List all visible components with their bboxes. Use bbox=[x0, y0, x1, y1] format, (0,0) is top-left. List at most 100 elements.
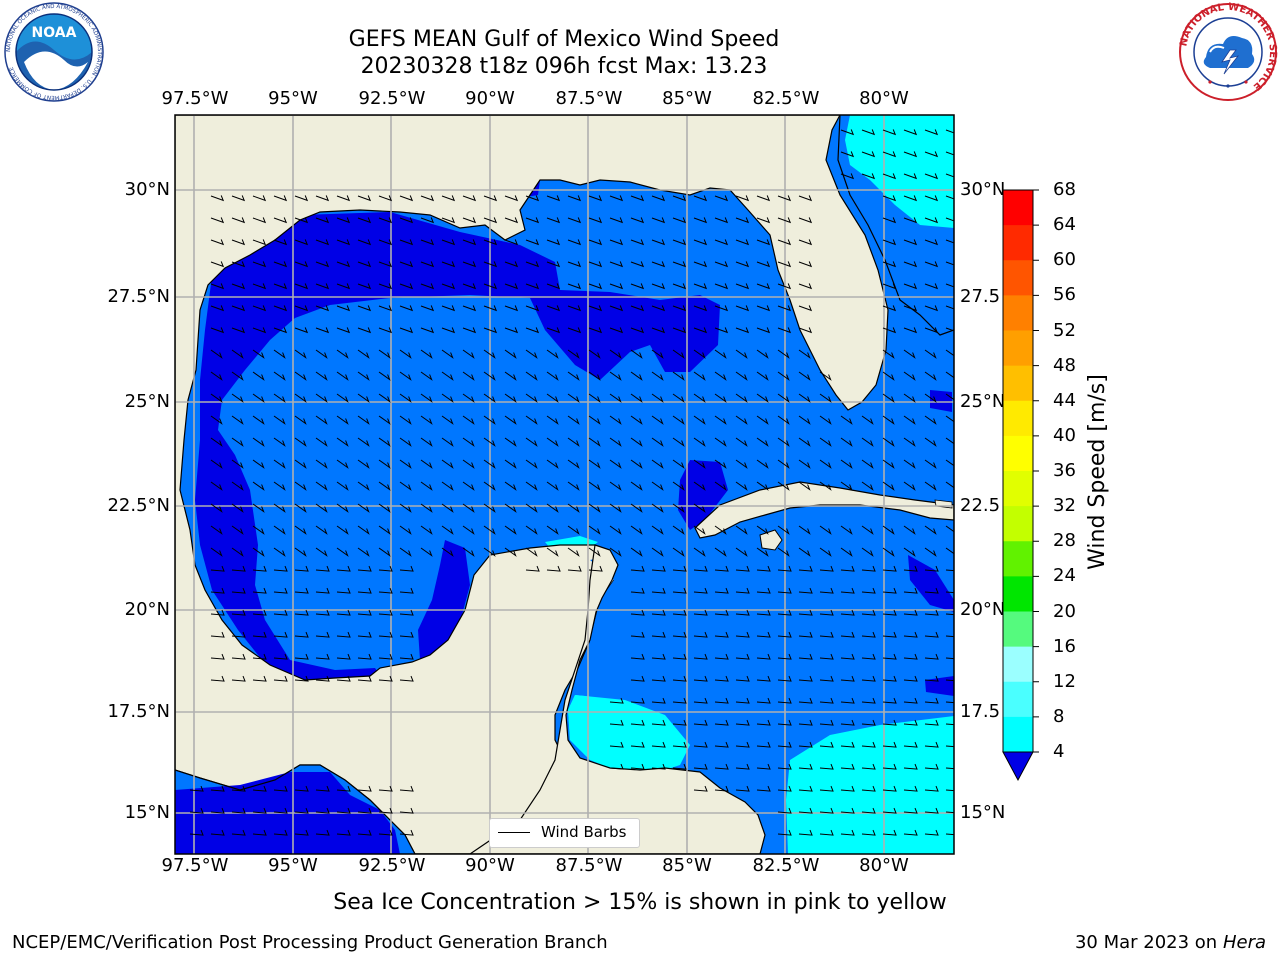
wind-barb bbox=[525, 525, 538, 535]
wind-barb bbox=[315, 459, 328, 469]
wind-barb bbox=[756, 415, 769, 425]
wind-barb bbox=[735, 239, 750, 246]
wind-barb bbox=[441, 393, 454, 403]
wind-barb bbox=[252, 609, 267, 616]
wind-barb bbox=[378, 785, 393, 792]
wind-barb bbox=[420, 503, 433, 513]
wind-barb bbox=[546, 217, 561, 224]
wind-barb bbox=[357, 349, 370, 359]
wind-barb bbox=[840, 763, 855, 770]
wind-barb bbox=[504, 261, 519, 268]
wind-barb bbox=[861, 741, 876, 748]
wind-barb bbox=[336, 305, 351, 312]
lat-tick-right: 17.5 bbox=[960, 701, 1001, 722]
wind-barb bbox=[273, 829, 288, 836]
map-frame bbox=[174, 114, 955, 855]
wind-barb bbox=[672, 547, 685, 557]
wind-barb bbox=[882, 547, 895, 557]
wind-barb bbox=[252, 349, 265, 359]
wind-barb bbox=[924, 697, 939, 704]
wind-barb bbox=[714, 261, 729, 268]
sea-ice-note: Sea Ice Concentration > 15% is shown in … bbox=[333, 890, 947, 915]
wind-barb bbox=[315, 565, 330, 572]
colorbar-tick-label: 36 bbox=[1053, 460, 1076, 481]
wind-barb bbox=[945, 591, 954, 594]
wind-barb bbox=[189, 829, 204, 836]
wind-barb bbox=[945, 613, 954, 616]
wind-barb bbox=[756, 587, 771, 594]
wind-barb bbox=[588, 481, 601, 491]
wind-barb bbox=[252, 371, 265, 381]
wind-barb bbox=[546, 481, 559, 491]
wind-barb bbox=[441, 239, 456, 246]
wind-barb bbox=[588, 195, 603, 202]
wind-barb bbox=[399, 261, 414, 268]
wind-barb bbox=[483, 525, 496, 535]
wind-barb bbox=[588, 503, 601, 513]
wind-barb bbox=[609, 195, 624, 202]
wind-barb bbox=[756, 217, 771, 224]
wind-barb bbox=[819, 763, 834, 770]
wind-barb bbox=[651, 283, 666, 290]
wind-barb bbox=[693, 393, 706, 403]
wind-barb bbox=[819, 459, 832, 469]
wind-barb bbox=[651, 349, 664, 359]
wind-barb bbox=[756, 675, 771, 682]
wind-barb bbox=[252, 481, 265, 491]
wind-barb bbox=[945, 239, 954, 244]
wind-barb bbox=[273, 565, 288, 572]
noaa-logo: NATIONAL OCEANIC AND ATMOSPHERIC ADMINIS… bbox=[4, 2, 104, 102]
wind-barb bbox=[861, 129, 876, 136]
wind-barb bbox=[630, 217, 645, 224]
footer-date: 30 Mar 2023 on Hera bbox=[1075, 932, 1266, 953]
wind-barb bbox=[588, 217, 603, 224]
wind-barb bbox=[924, 239, 939, 246]
wind-barb bbox=[273, 609, 288, 616]
wind-barb bbox=[945, 371, 954, 379]
wind-barb bbox=[630, 481, 643, 491]
footer-machine: Hera bbox=[1222, 932, 1266, 953]
wind-barb bbox=[483, 371, 496, 381]
wind-barb bbox=[441, 327, 456, 334]
lon-tick-top: 95°W bbox=[268, 88, 318, 109]
colorbar-tick-label: 68 bbox=[1053, 179, 1076, 200]
lon-tick-bottom: 85°W bbox=[662, 855, 712, 876]
wind-barb bbox=[651, 503, 664, 513]
wind-barb bbox=[714, 239, 729, 246]
wind-barb bbox=[210, 547, 223, 557]
wind-barb bbox=[378, 807, 393, 814]
wind-barb bbox=[945, 349, 954, 357]
wind-barb bbox=[210, 525, 223, 535]
wind-barb bbox=[315, 525, 328, 535]
wind-barb bbox=[210, 371, 223, 381]
wind-barb bbox=[315, 261, 330, 268]
lat-tick-left: 20°N bbox=[124, 599, 170, 620]
wind-barb bbox=[378, 261, 393, 268]
wind-barb bbox=[462, 371, 475, 381]
wind-barb bbox=[504, 481, 517, 491]
wind-barb bbox=[231, 371, 244, 381]
wind-barb bbox=[819, 587, 834, 594]
wind-barb bbox=[819, 437, 832, 447]
wind-barb bbox=[609, 459, 622, 469]
wind-barb bbox=[840, 631, 855, 638]
wind-barb bbox=[798, 283, 813, 290]
wind-barb bbox=[357, 217, 372, 224]
ocean-fill bbox=[175, 115, 954, 854]
wind-barb bbox=[483, 437, 496, 447]
lat-tick-left: 27.5°N bbox=[107, 286, 170, 307]
wind-barb bbox=[756, 741, 771, 748]
wind-barb bbox=[546, 459, 559, 469]
lon-tick-bottom: 97.5°W bbox=[161, 855, 229, 876]
wind-barb bbox=[273, 503, 286, 513]
lon-tick-top: 90°W bbox=[465, 88, 515, 109]
wind-barb bbox=[882, 283, 897, 290]
wind-barb bbox=[924, 173, 939, 180]
wind-barb bbox=[336, 217, 351, 224]
wind-barb bbox=[903, 459, 916, 469]
wind-barb bbox=[315, 393, 328, 403]
wind-barb bbox=[651, 631, 666, 638]
wind-barb bbox=[357, 305, 372, 312]
wind-barb bbox=[672, 503, 685, 513]
wind-barb bbox=[672, 437, 685, 447]
